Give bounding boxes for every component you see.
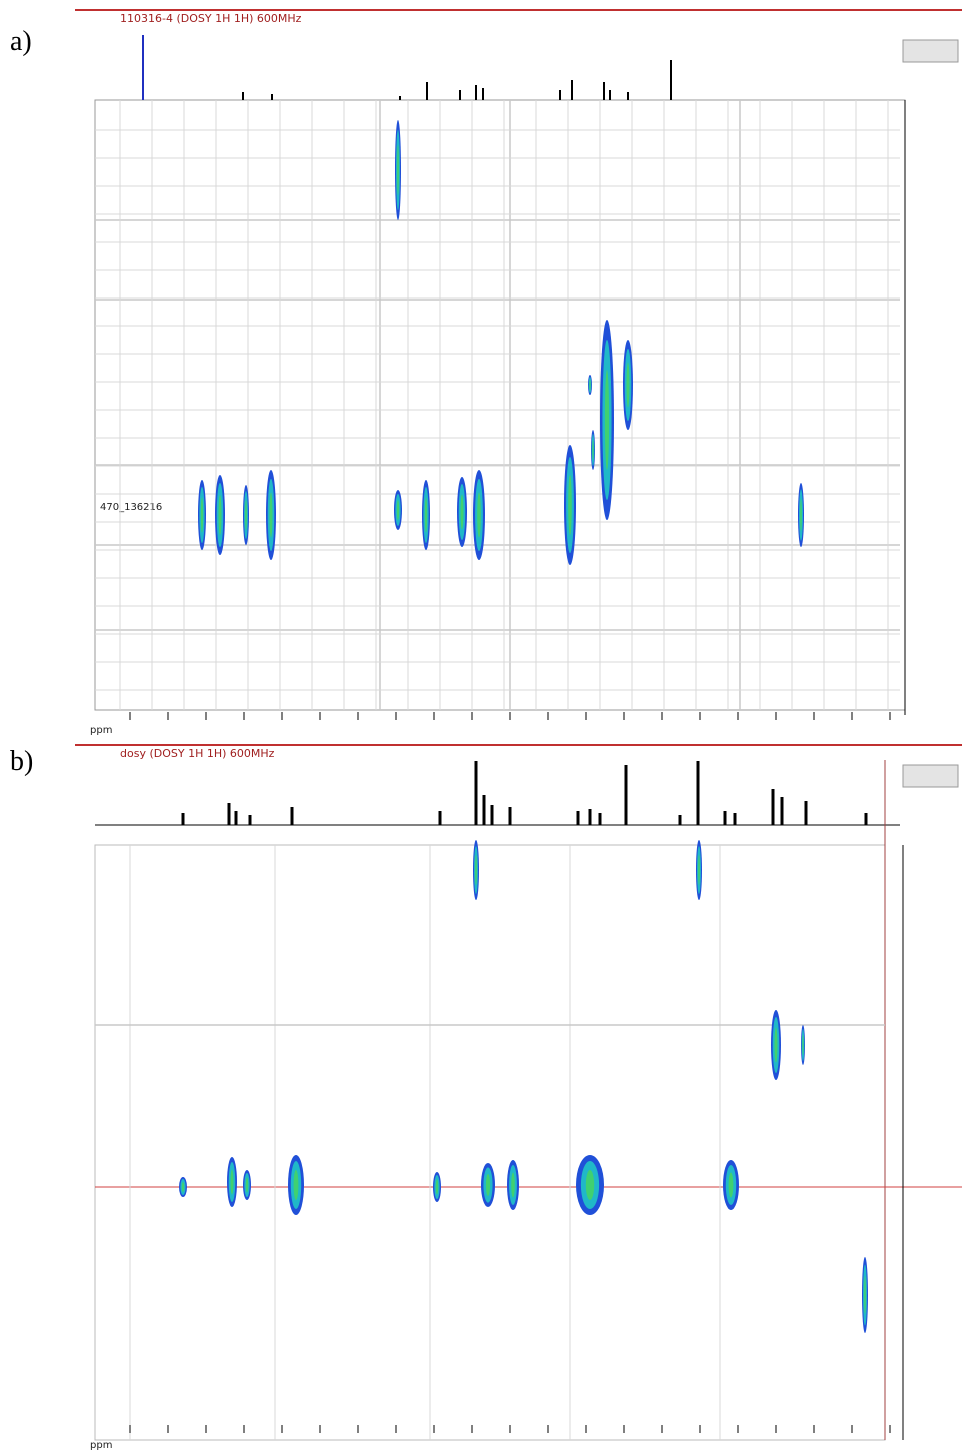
contour	[592, 440, 594, 460]
contour	[181, 1182, 185, 1192]
contour	[698, 855, 700, 885]
contour	[245, 500, 247, 530]
contour	[200, 497, 204, 533]
contour	[435, 1179, 439, 1195]
axis-unit: ppm	[90, 725, 112, 736]
contour	[245, 1177, 249, 1193]
contour	[589, 380, 591, 390]
marker-label: 470_136216	[100, 502, 162, 513]
contour	[424, 497, 428, 533]
contour	[269, 492, 273, 538]
contour	[485, 1174, 491, 1196]
contour	[626, 362, 630, 408]
spectrum-title: 110316-4 (DOSY 1H 1H) 600MHz	[120, 12, 302, 25]
contour	[604, 370, 610, 470]
contour	[460, 494, 464, 530]
spectrum-title: dosy (DOSY 1H 1H) 600MHz	[120, 747, 275, 760]
contour	[396, 500, 400, 520]
contour	[230, 1169, 234, 1195]
contour	[218, 495, 222, 535]
panel-b: b) dosy (DOSY 1H 1H) 600MHz ppm	[10, 744, 962, 1451]
contour	[585, 1170, 595, 1200]
contour	[774, 1027, 778, 1063]
contour	[728, 1172, 734, 1198]
contour	[802, 1035, 804, 1055]
plot-frame	[94, 844, 886, 1441]
close-button[interactable]	[902, 764, 959, 788]
contour	[568, 475, 572, 535]
contour	[293, 1170, 299, 1200]
close-button[interactable]	[902, 39, 959, 63]
contour	[397, 145, 399, 195]
contour	[477, 492, 481, 538]
panel-label: b)	[10, 746, 33, 777]
panel-a: a) 110316-4 (DOSY 1H 1H) 600MHz ppm 470_…	[10, 9, 962, 736]
contour	[800, 499, 802, 531]
contour	[475, 855, 477, 885]
axis-unit: ppm	[90, 1440, 112, 1451]
panel-label: a)	[10, 26, 32, 57]
contour	[511, 1172, 515, 1198]
contour	[864, 1276, 866, 1314]
